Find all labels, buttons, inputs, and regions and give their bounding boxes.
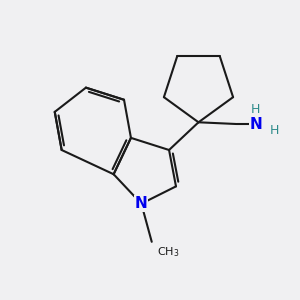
Text: N: N [135,196,148,211]
Text: N: N [249,116,262,131]
Text: CH$_3$: CH$_3$ [157,245,179,259]
Text: H: H [270,124,280,137]
Text: H: H [251,103,260,116]
